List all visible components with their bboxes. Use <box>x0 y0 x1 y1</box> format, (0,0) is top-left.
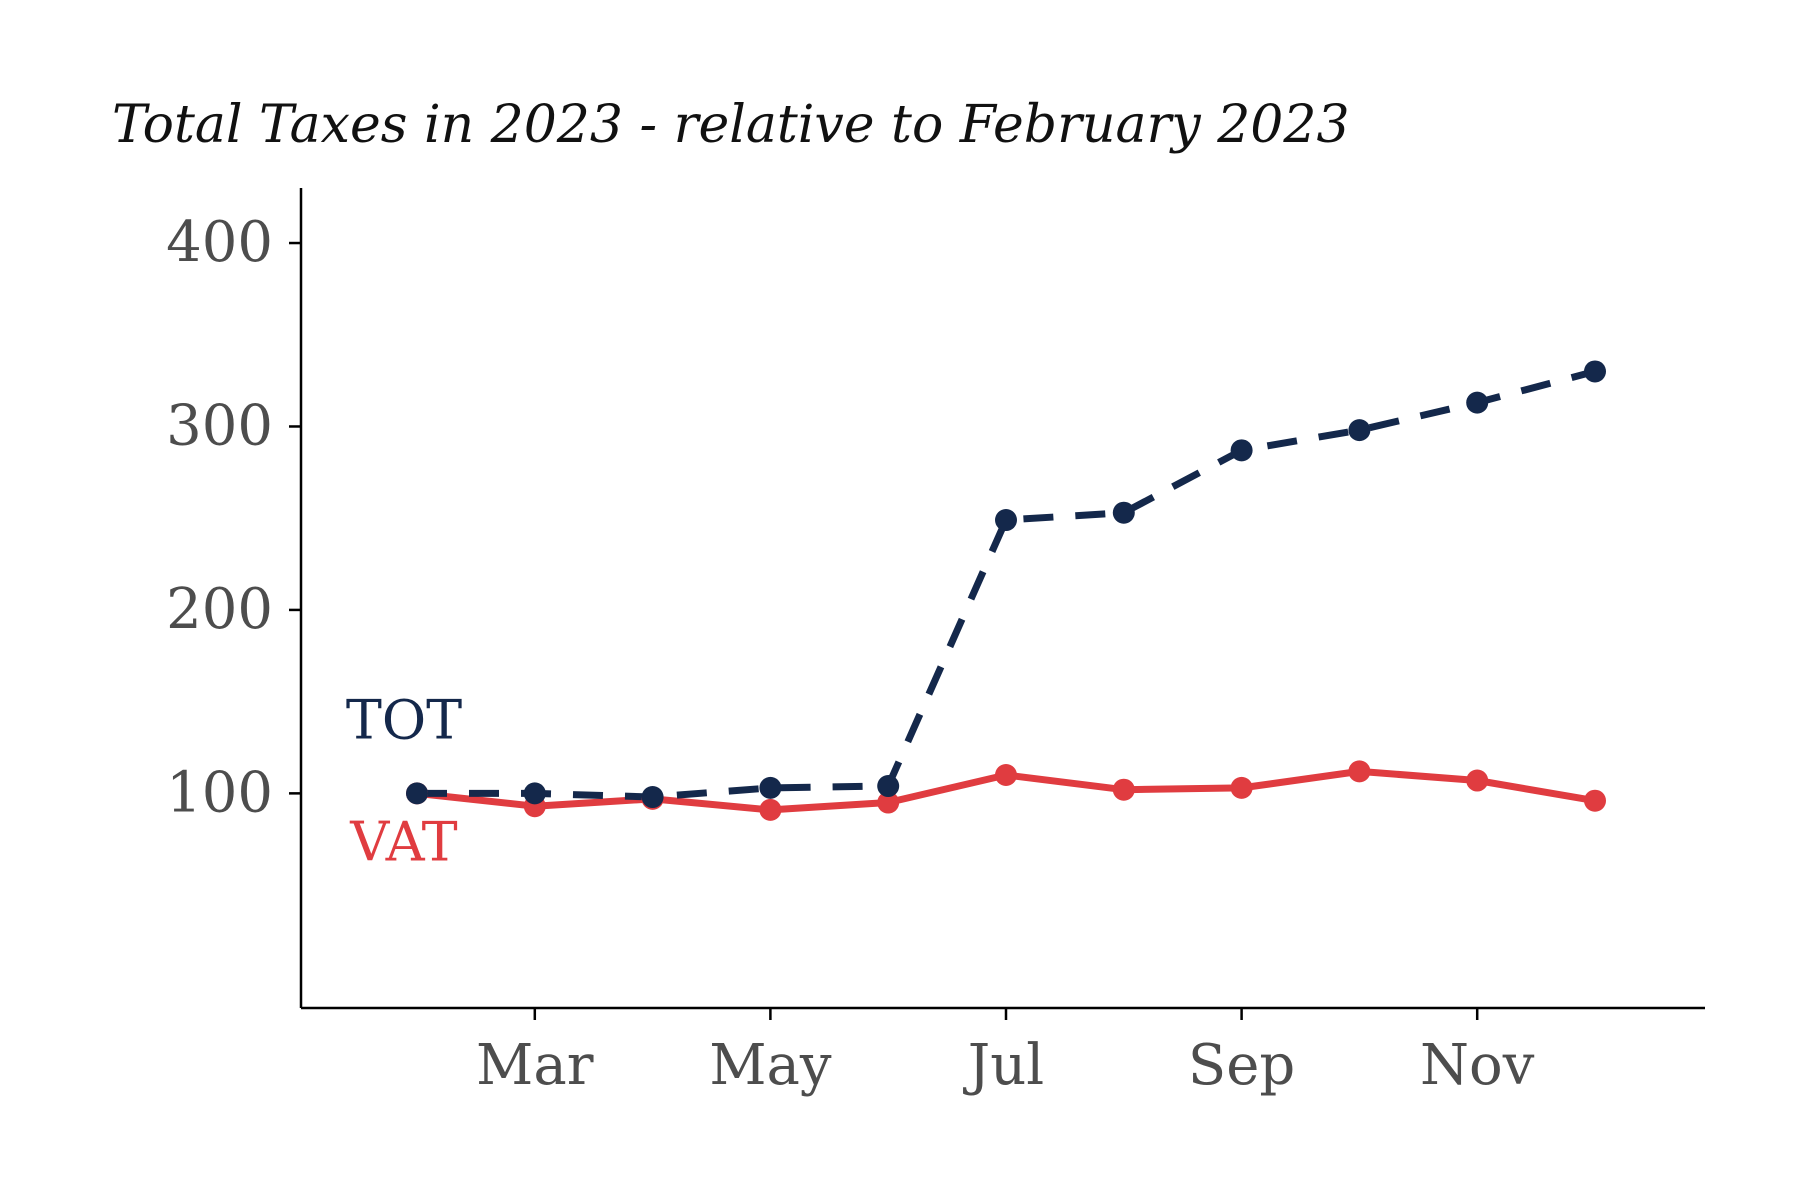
data-point-vat <box>1112 778 1135 801</box>
series-line-tot <box>417 368 1596 801</box>
series-label-vat: VAT <box>349 810 457 873</box>
data-point-tot <box>406 782 428 805</box>
y-tick-label: 100 <box>166 760 273 825</box>
y-tick-label: 200 <box>166 577 273 642</box>
x-tick-label: Nov <box>1420 1033 1535 1098</box>
x-tick-label: Sep <box>1188 1033 1295 1098</box>
data-point-tot <box>1466 391 1489 414</box>
data-point-vat <box>1348 760 1371 783</box>
data-point-vat <box>1230 776 1253 799</box>
data-point-tot <box>523 782 546 805</box>
data-point-vat <box>1466 769 1489 792</box>
x-tick-label: May <box>709 1033 832 1098</box>
data-point-tot <box>877 775 900 798</box>
x-axis-ticks: Mar May Jul Sep Nov <box>476 1008 1535 1098</box>
series-points <box>406 360 1606 821</box>
data-point-tot <box>995 509 1017 532</box>
data-point-tot <box>1584 360 1606 383</box>
plot-area: 100 200 300 400 Mar May Jul Sep Nov TOT VAT <box>166 188 1705 1098</box>
data-point-vat <box>877 791 900 814</box>
data-point-tot <box>1112 501 1135 524</box>
data-point-vat <box>995 764 1017 787</box>
x-tick-label: Mar <box>476 1033 594 1098</box>
data-point-tot <box>1230 439 1253 462</box>
data-point-tot <box>1348 419 1371 442</box>
data-point-tot <box>641 786 664 809</box>
data-point-vat <box>1584 789 1606 812</box>
y-axis-ticks: 100 200 300 400 <box>166 210 301 825</box>
data-point-tot <box>759 776 782 799</box>
series-label-tot: TOT <box>346 688 462 751</box>
y-tick-label: 300 <box>166 393 273 458</box>
x-tick-label: Jul <box>963 1033 1044 1098</box>
series-labels: TOT VAT <box>346 688 462 873</box>
series-lines <box>416 368 1596 814</box>
chart-title: Total Taxes in 2023 - relative to Februa… <box>112 95 1350 155</box>
data-point-vat <box>759 798 782 821</box>
y-tick-label: 400 <box>166 210 273 275</box>
